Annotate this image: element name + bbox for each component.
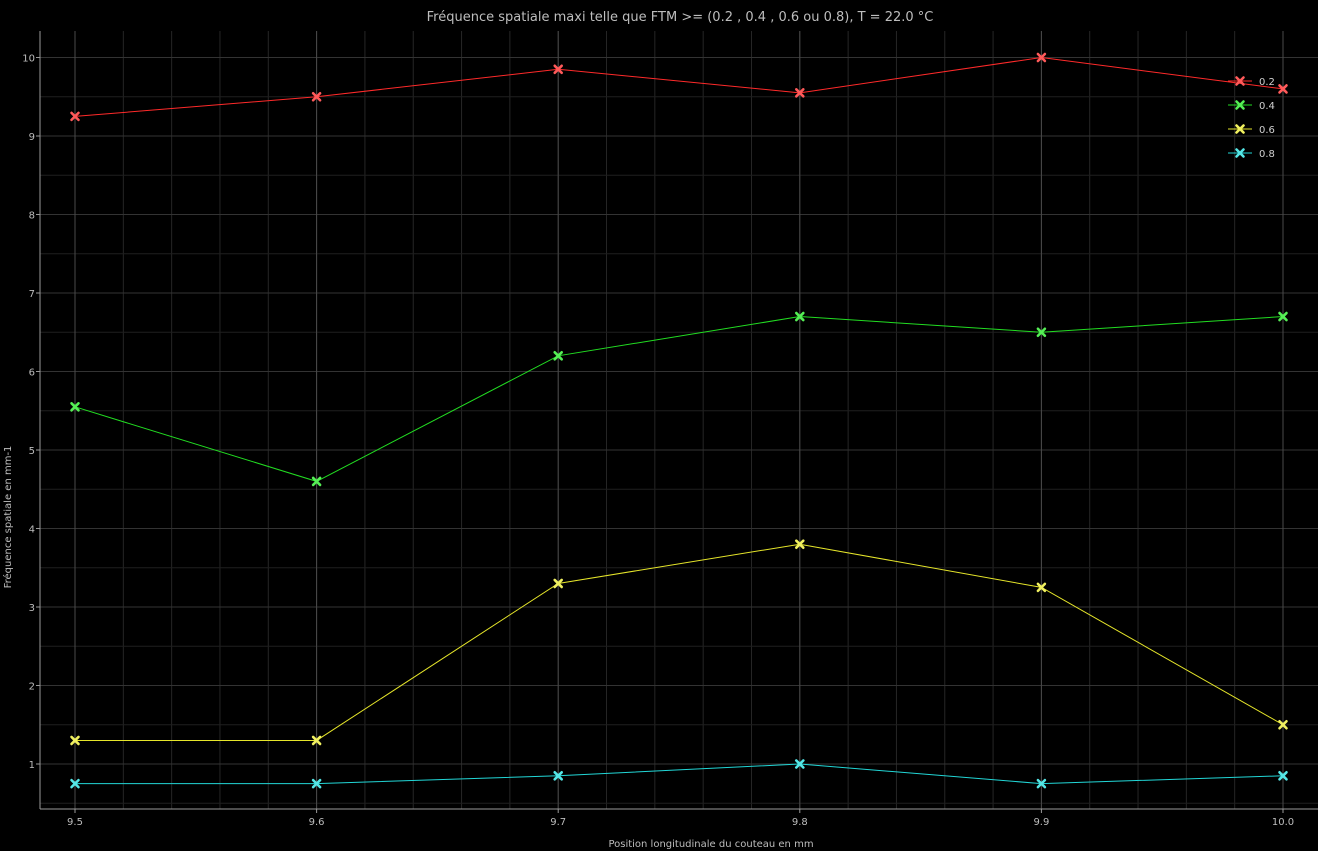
y-axis-label: Fréquence spatiale en mm-1	[2, 446, 14, 589]
x-tick-label: 9.6	[309, 817, 325, 828]
data-point	[794, 88, 805, 98]
data-point	[553, 578, 564, 589]
data-point	[1278, 311, 1288, 322]
x-tick-label: 10.0	[1272, 817, 1294, 828]
data-point	[1278, 719, 1288, 730]
series-0.6	[70, 539, 1288, 746]
series-line	[75, 543, 1284, 741]
legend-swatch-marker	[1235, 100, 1245, 110]
data-point	[794, 539, 805, 550]
legend-item: 0.2	[1228, 76, 1275, 88]
data-point	[794, 759, 805, 769]
chart-title: Fréquence spatiale maxi telle que FTM >=…	[427, 10, 934, 25]
y-tick-label: 4	[29, 525, 35, 536]
data-point	[1278, 770, 1288, 781]
series-line	[74, 56, 1284, 117]
y-tick-label: 10	[22, 54, 35, 65]
data-point	[70, 778, 80, 789]
data-point	[311, 91, 322, 102]
legend-item: 0.6	[1228, 124, 1275, 136]
data-point	[1278, 84, 1288, 94]
grid	[40, 31, 1318, 809]
legend-swatch-marker	[1235, 76, 1245, 86]
y-tick-label: 9	[29, 132, 35, 143]
x-tick-label: 9.9	[1033, 817, 1049, 828]
legend-label: 0.8	[1259, 149, 1275, 160]
series-0.8	[70, 759, 1288, 789]
data-point	[794, 311, 805, 322]
x-tick-label: 9.5	[67, 817, 83, 828]
x-axis-label: Position longitudinale du couteau en mm	[608, 839, 813, 850]
y-tick-label: 1	[29, 760, 35, 771]
data-point	[311, 778, 322, 789]
axes: 1 2 3 4 5 6 7 8 9 10 9.5 9.6 9.7 9.8 9.9 10.0	[22, 31, 1318, 828]
y-tick-label: 7	[29, 289, 35, 300]
x-tick-label: 9.7	[550, 817, 566, 828]
y-tick-label: 2	[29, 682, 35, 693]
legend-label: 0.4	[1259, 101, 1275, 112]
legend-label: 0.6	[1259, 125, 1275, 136]
series-line	[75, 763, 1284, 785]
legend-swatch-marker	[1235, 124, 1245, 134]
data-point	[553, 350, 564, 361]
x-tick-label: 9.8	[792, 817, 808, 828]
data-point	[70, 402, 80, 412]
legend-swatch-marker	[1235, 148, 1245, 158]
data-point	[311, 476, 322, 487]
data-point	[70, 735, 80, 746]
series-group	[70, 52, 1288, 789]
legend: 0.2 0.4 0.6 0.8	[1228, 76, 1275, 160]
legend-label: 0.2	[1259, 77, 1275, 88]
data-point	[1036, 582, 1047, 593]
data-point	[1036, 52, 1047, 63]
data-point	[311, 735, 322, 746]
y-tick-label: 5	[29, 446, 35, 457]
data-point	[1036, 778, 1047, 789]
data-point	[553, 770, 564, 781]
data-point	[1036, 327, 1047, 338]
y-tick-label: 3	[29, 603, 35, 614]
series-0.2	[70, 52, 1288, 122]
legend-item: 0.4	[1228, 100, 1275, 112]
data-point	[70, 111, 80, 122]
legend-item: 0.8	[1228, 148, 1275, 160]
data-point	[553, 64, 564, 75]
y-tick-label: 8	[29, 211, 35, 222]
y-tick-label: 6	[29, 368, 35, 379]
series-0.4	[70, 311, 1288, 487]
series-line	[74, 316, 1284, 482]
